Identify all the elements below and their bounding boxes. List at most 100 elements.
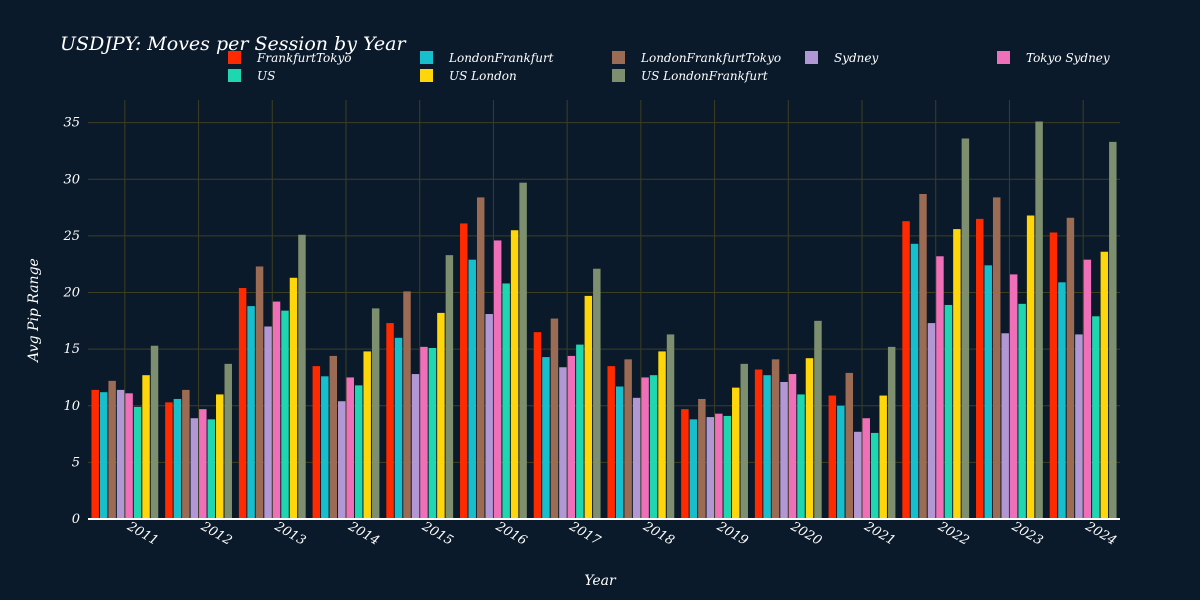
bar (329, 355, 338, 519)
bar (607, 366, 615, 519)
bar (879, 395, 887, 519)
legend-swatch (612, 51, 625, 64)
legend-label: Sydney (834, 51, 879, 65)
bar (1066, 217, 1075, 519)
legend-label: US London (449, 69, 517, 83)
bar (862, 418, 870, 519)
bar (502, 283, 510, 519)
bar (641, 377, 649, 519)
bar (927, 323, 936, 519)
bar (902, 221, 910, 519)
bar (386, 323, 394, 519)
bar (108, 380, 116, 519)
bar (403, 291, 411, 519)
legend-item[interactable]: US London (420, 69, 517, 83)
bar (468, 259, 476, 519)
bar (689, 419, 698, 519)
bar (763, 375, 771, 519)
bar (1100, 251, 1109, 519)
bar (394, 337, 403, 519)
bar (199, 409, 207, 519)
bar (732, 387, 740, 519)
bar (216, 394, 224, 519)
bar (99, 392, 108, 519)
bar (961, 138, 970, 520)
bar (845, 372, 854, 519)
bar (559, 367, 567, 519)
legend-item[interactable]: US (228, 69, 275, 83)
legend-item[interactable]: US LondonFrankfurt (612, 69, 768, 83)
bar (354, 385, 363, 519)
bar (1018, 303, 1026, 519)
legend-swatch (612, 69, 625, 82)
chart-title: USDJPY: Moves per Session by Year (60, 33, 407, 55)
bar (173, 398, 182, 519)
legend: FrankfurtTokyo LondonFrankfurt LondonFrank… (228, 51, 1110, 83)
bar (1026, 215, 1035, 519)
legend-label: US (257, 69, 275, 83)
legend-swatch (805, 51, 818, 64)
bar (182, 389, 190, 519)
bar (887, 346, 896, 519)
x-axis-title: Year (584, 573, 617, 589)
bar (624, 359, 632, 519)
bar (224, 363, 232, 519)
bar (1001, 333, 1009, 519)
bar (632, 397, 641, 519)
legend-item[interactable]: Tokyo Sydney (997, 51, 1110, 65)
y-tick-label: 30 (63, 172, 80, 187)
bar (272, 301, 281, 519)
bar (485, 314, 493, 519)
bar (814, 320, 822, 519)
bar (576, 344, 584, 519)
y-tick-label: 10 (63, 399, 80, 414)
legend-item[interactable]: Sydney (805, 51, 879, 65)
bar (542, 357, 550, 519)
bar (797, 394, 805, 519)
bar (567, 355, 576, 519)
legend-item[interactable]: LondonFrankfurt (420, 51, 554, 65)
bar (976, 218, 984, 520)
bar (190, 418, 199, 519)
bar (255, 266, 264, 519)
y-tick-label: 35 (63, 116, 80, 131)
legend-swatch (420, 51, 433, 64)
bar (289, 277, 298, 519)
legend-swatch (997, 51, 1010, 64)
bar (723, 415, 732, 519)
bar (437, 312, 445, 519)
bar (428, 348, 437, 519)
bar (1049, 232, 1058, 519)
y-tick-label: 5 (72, 455, 80, 470)
bar (116, 389, 125, 519)
legend-swatch (228, 69, 241, 82)
bar (550, 318, 559, 519)
y-tick-label: 20 (62, 286, 80, 301)
legend-swatch (228, 51, 241, 64)
bar (476, 197, 485, 519)
legend-label: LondonFrankfurt (448, 51, 554, 65)
bar (854, 431, 862, 519)
y-axis-title: Avg Pip Range (26, 258, 42, 364)
bar (936, 256, 944, 519)
bar (298, 234, 306, 519)
bar (460, 223, 468, 520)
bar (698, 398, 706, 519)
legend-item[interactable]: LondonFrankfurtTokyo (612, 51, 781, 65)
legend-item[interactable]: FrankfurtTokyo (228, 51, 352, 65)
bar (519, 182, 527, 519)
bar (264, 326, 272, 519)
bar (870, 432, 879, 519)
bar (420, 346, 428, 519)
bar (247, 306, 255, 519)
legend-label: US LondonFrankfurt (641, 69, 768, 83)
bar (150, 345, 159, 519)
bar (681, 409, 689, 519)
bar (805, 358, 814, 519)
bar (919, 193, 927, 520)
bar (706, 417, 715, 519)
bar (649, 375, 658, 519)
bar (510, 230, 519, 519)
